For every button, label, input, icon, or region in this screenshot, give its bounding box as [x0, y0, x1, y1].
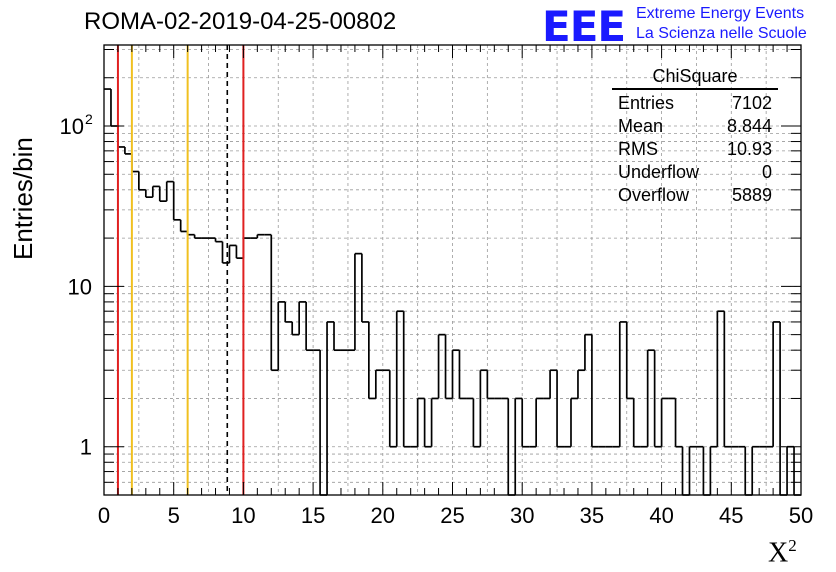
stats-value: 5889 [731, 185, 772, 205]
y-tick-label-superscript: 2 [85, 111, 93, 127]
x-tick-label: 40 [649, 503, 673, 528]
stats-label: Mean [618, 116, 664, 136]
x-tick-labels: 0 5 10 15 20 25 30 35 40 45 50 [98, 503, 813, 528]
stats-value: 10.93 [726, 139, 772, 159]
stats-label: Underflow [618, 162, 700, 182]
stats-label: Overflow [618, 185, 690, 205]
x-tick-label: 50 [789, 503, 813, 528]
stats-row-overflow: Overflow 5889 [612, 184, 778, 207]
x-axis-label: X2 [768, 536, 797, 569]
x-tick-label: 15 [301, 503, 325, 528]
reference-lines [116, 45, 245, 495]
x-tick-label: 35 [580, 503, 604, 528]
stats-value: 0 [761, 162, 772, 182]
logo-line-1: Extreme Energy Events [636, 5, 805, 22]
x-axis-label-superscript: 2 [788, 536, 797, 555]
y-tick-label: 1 [80, 435, 92, 460]
histogram [104, 88, 801, 496]
x-tick-label: 45 [719, 503, 743, 528]
stats-label: RMS [618, 139, 658, 159]
axis-ticks [103, 45, 802, 496]
stats-label: Entries [618, 93, 675, 113]
stats-value: 8.844 [726, 116, 772, 136]
logo-line-2: La Scienza nelle Scuole [636, 25, 807, 42]
x-tick-label: 0 [98, 503, 110, 528]
logo-caption: Extreme Energy Events La Scienza nelle S… [636, 4, 807, 44]
x-tick-label: 25 [440, 503, 464, 528]
x-tick-label: 10 [231, 503, 255, 528]
x-tick-label: 5 [168, 503, 180, 528]
stats-row-underflow: Underflow 0 [612, 161, 778, 184]
stats-row-rms: RMS 10.93 [612, 138, 778, 161]
y-tick-label: 10 [60, 114, 84, 139]
eee-logo: EEE [542, 2, 626, 51]
stats-value: 7102 [731, 93, 772, 113]
stats-rows: Entries 7102 Mean 8.844 RMS 10.93 Underflow 0 Ov… [612, 92, 778, 207]
x-tick-label: 20 [371, 503, 395, 528]
stats-row-entries: Entries 7102 [612, 92, 778, 115]
stats-box: ChiSquare Entries 7102 Mean 8.844 RMS 10.93 Un… [612, 66, 778, 207]
stats-row-mean: Mean 8.844 [612, 115, 778, 138]
chart-title: ROMA-02-2019-04-25-00802 [84, 8, 397, 35]
stats-box-title: ChiSquare [612, 66, 778, 90]
y-axis-label: Entries/bin [8, 137, 38, 260]
x-axis-label-base: X [768, 537, 789, 569]
y-tick-label: 10 [68, 274, 92, 299]
x-tick-label: 30 [510, 503, 534, 528]
